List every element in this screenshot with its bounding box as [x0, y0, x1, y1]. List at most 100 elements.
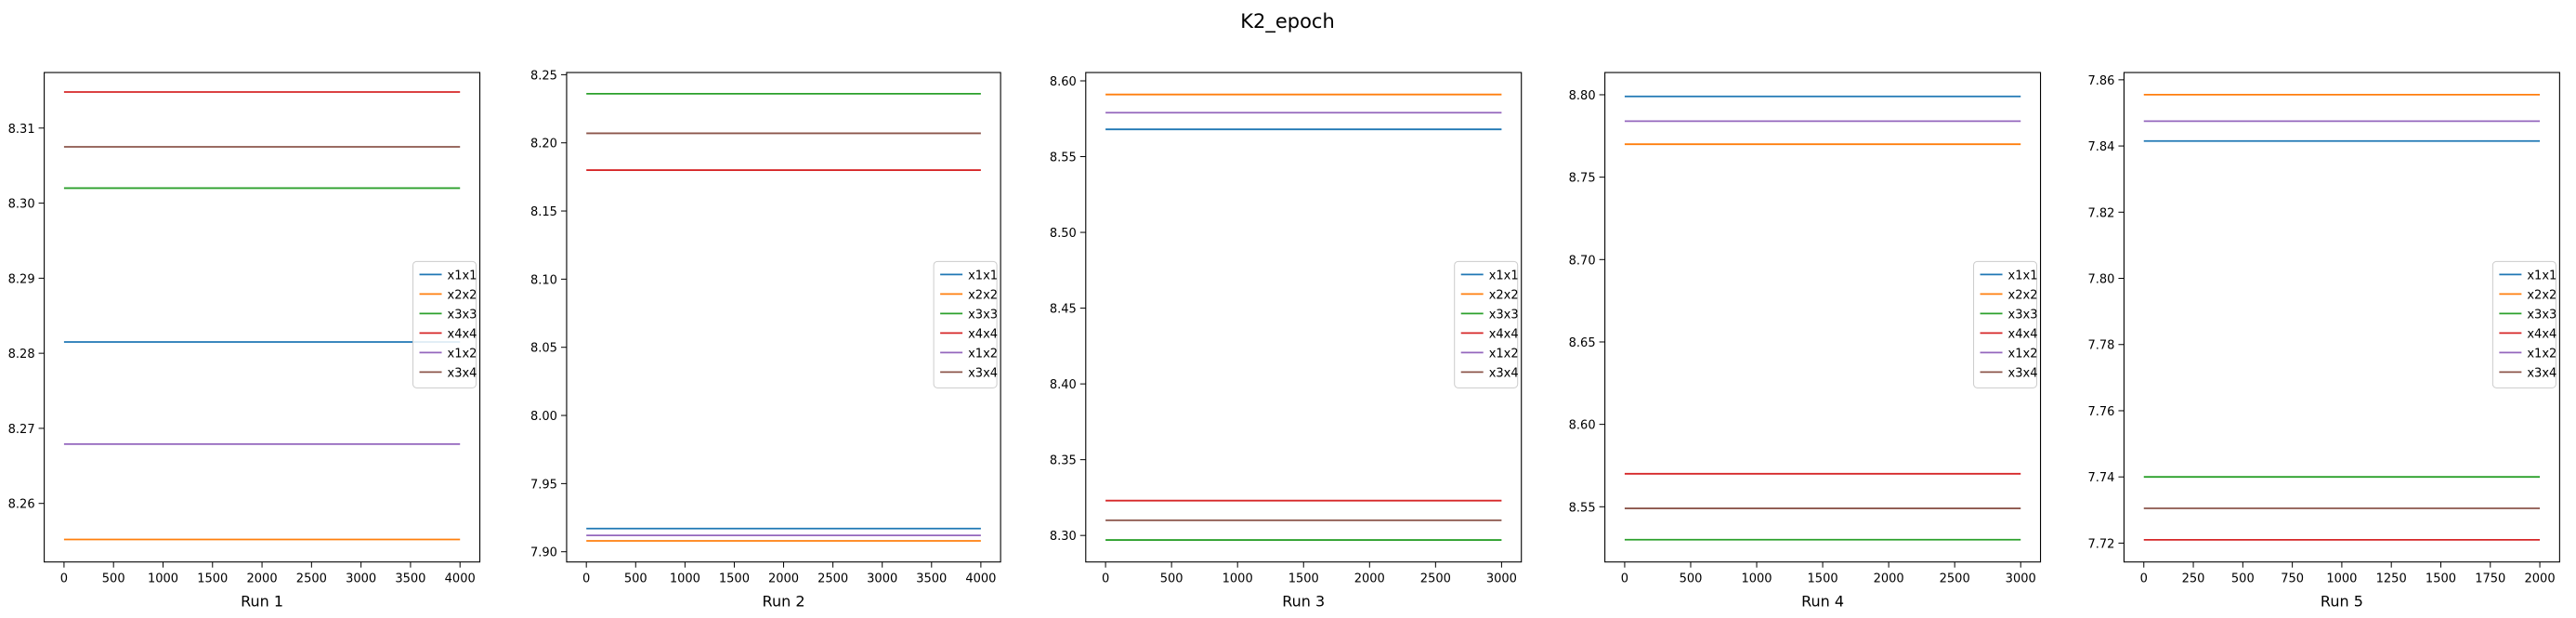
y-tick-label: 8.55: [1569, 501, 1596, 515]
legend-label-x2x2: x2x2: [2527, 288, 2556, 302]
x-tick-label: 2000: [2525, 572, 2556, 586]
x-tick-label: 1000: [148, 572, 178, 586]
legend-label-x1x2: x1x2: [2527, 347, 2556, 361]
legend-label-x1x1: x1x1: [448, 269, 477, 283]
x-tick-label: 3000: [1486, 572, 1517, 586]
legend-label-x3x4: x3x4: [2527, 366, 2556, 380]
y-tick-label: 8.35: [1050, 454, 1077, 468]
y-tick-label: 8.10: [530, 273, 557, 287]
subplot-run-2: 0 500 1000 1500 2000 2500 3000 3500 4000 7.90 7.95…: [530, 69, 1001, 611]
x-tick-label: 1000: [2326, 572, 2357, 586]
x-tick-label: 2000: [1874, 572, 1904, 586]
x-tick-label: 3000: [867, 572, 897, 586]
y-tick-label: 7.82: [2087, 206, 2114, 220]
y-tick-label: 8.00: [530, 410, 557, 424]
y-tick-label: 8.50: [1050, 227, 1077, 241]
legend-label-x2x2: x2x2: [448, 288, 477, 302]
x-tick-label: 0: [1102, 572, 1109, 586]
legend-label-x1x1: x1x1: [2008, 269, 2038, 283]
legend-box: [1973, 260, 2038, 388]
x-tick-label: 500: [1680, 572, 1703, 586]
x-axis-label: Run 2: [763, 593, 805, 611]
y-tick-label: 8.60: [1050, 75, 1077, 89]
legend-label-x2x2: x2x2: [968, 288, 998, 302]
x-tick-label: 3000: [2006, 572, 2036, 586]
subplot-run-3: 0 500 1000 1500 2000 2500 3000 8.30 8.35 8.40 8.45…: [1050, 72, 1523, 611]
x-tick-label: 750: [2281, 572, 2304, 586]
y-tick-label: 8.40: [1050, 378, 1077, 392]
x-tick-label: 2000: [247, 572, 278, 586]
legend-label-x2x2: x2x2: [2008, 288, 2038, 302]
legend-label-x1x1: x1x1: [968, 269, 998, 283]
legend-label-x1x1: x1x1: [2527, 269, 2556, 283]
y-tick-label: 7.95: [530, 478, 557, 492]
y-tick-label: 8.27: [8, 423, 35, 437]
subplots: 0 500 1000 1500 2000 2500 3000 3500 40008.268.27…: [8, 69, 2560, 611]
x-tick-label: 500: [624, 572, 647, 586]
y-tick-label: 8.80: [1569, 89, 1596, 103]
x-tick-label: 1750: [2475, 572, 2505, 586]
y-tick-label: 7.78: [2087, 339, 2114, 353]
legend-label-x3x4: x3x4: [1489, 366, 1519, 380]
legend: x1x1 x2x2 x3x3 x4x4 x1x2 x3x4: [1973, 260, 2038, 388]
legend-box: [412, 260, 477, 388]
x-tick-label: 250: [2182, 572, 2205, 586]
figure-title: K2_epoch: [1240, 10, 1335, 33]
x-tick-label: 2500: [1420, 572, 1451, 586]
legend-label-x4x4: x4x4: [968, 327, 998, 341]
y-tick-label: 7.80: [2087, 273, 2114, 287]
y-tick-label: 8.26: [8, 498, 35, 512]
legend-label-x3x3: x3x3: [968, 308, 998, 322]
y-tick-label: 8.30: [8, 198, 35, 212]
y-tick-label: 7.84: [2087, 140, 2114, 154]
x-tick-label: 1500: [2426, 572, 2456, 586]
y-tick-label: 7.74: [2087, 471, 2114, 485]
subplot-run-4: 0 500 1000 1500 2000 2500 3000 8.55 8.60 8.65 8.70…: [1569, 72, 2042, 611]
x-tick-label: 0: [1621, 572, 1628, 586]
legend-label-x3x3: x3x3: [2008, 308, 2038, 322]
y-tick-label: 7.72: [2087, 537, 2114, 551]
x-tick-label: 2500: [817, 572, 848, 586]
x-axis-label: Run 3: [1282, 593, 1325, 611]
y-tick-label: 8.25: [530, 69, 557, 83]
x-tick-label: 0: [2140, 572, 2148, 586]
legend-label-x4x4: x4x4: [448, 327, 477, 341]
legend-label-x3x4: x3x4: [448, 366, 477, 380]
x-tick-label: 3000: [346, 572, 376, 586]
subplot-run-1: 0 500 1000 1500 2000 2500 3000 3500 4000 8.26 8.27…: [8, 72, 481, 611]
x-tick-label: 4000: [965, 572, 996, 586]
y-tick-label: 7.76: [2087, 405, 2114, 419]
x-tick-label: 2000: [1354, 572, 1385, 586]
y-tick-label: 7.86: [2087, 74, 2114, 88]
x-tick-label: 0: [582, 572, 590, 586]
legend-label-x1x2: x1x2: [2008, 347, 2038, 361]
y-tick-label: 8.15: [530, 205, 557, 219]
x-tick-label: 3500: [395, 572, 425, 586]
x-tick-label: 1250: [2376, 572, 2407, 586]
legend: x1x1 x2x2 x3x3 x4x4 x1x2 x3x4: [933, 260, 998, 388]
x-tick-label: 500: [1160, 572, 1183, 586]
legend-label-x4x4: x4x4: [1489, 327, 1519, 341]
x-axis-label: Run 5: [2321, 593, 2363, 611]
legend-label-x3x3: x3x3: [2527, 308, 2556, 322]
legend-label-x1x2: x1x2: [1489, 347, 1519, 361]
legend-label-x3x4: x3x4: [2008, 366, 2038, 380]
x-tick-label: 1500: [197, 572, 228, 586]
legend-label-x3x4: x3x4: [968, 366, 998, 380]
x-tick-label: 1500: [719, 572, 750, 586]
legend: x1x1 x2x2 x3x3 x4x4 x1x2 x3x4: [2491, 260, 2556, 388]
x-tick-label: 1500: [1288, 572, 1319, 586]
legend-label-x1x2: x1x2: [968, 347, 998, 361]
x-tick-label: 2000: [768, 572, 799, 586]
legend-label-x3x3: x3x3: [1489, 308, 1519, 322]
y-tick-label: 8.05: [530, 342, 557, 356]
x-tick-label: 3500: [916, 572, 947, 586]
y-tick-label: 8.75: [1569, 172, 1596, 186]
x-tick-label: 1000: [670, 572, 700, 586]
x-tick-label: 4000: [445, 572, 476, 586]
legend: x1x1 x2x2 x3x3 x4x4 x1x2 x3x4: [1454, 260, 1519, 388]
x-tick-label: 0: [60, 572, 68, 586]
legend-label-x2x2: x2x2: [1489, 288, 1519, 302]
y-tick-label: 8.29: [8, 272, 35, 286]
